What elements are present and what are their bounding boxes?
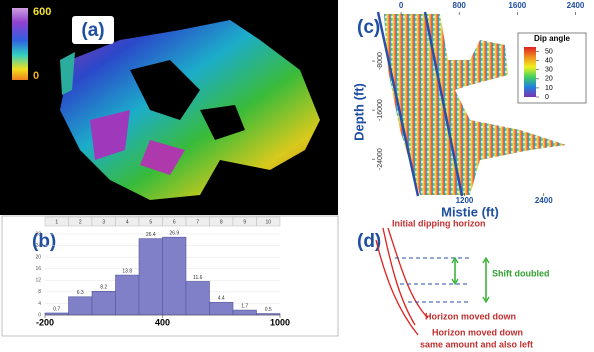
x-tick-label: 800: [453, 1, 467, 10]
colorbar-a: [12, 8, 28, 80]
column-header: 8: [220, 219, 223, 225]
value-label: 8.2: [100, 285, 107, 291]
bar: [210, 302, 234, 315]
horizon-curve: [383, 228, 415, 325]
colorbar-tick-label: 20: [545, 76, 553, 83]
x-tick-label: 0: [399, 1, 404, 10]
colorbar-tick-label: 30: [545, 67, 553, 74]
y-tick-label: 24: [35, 243, 41, 249]
x2-tick-label: 1200: [456, 196, 474, 205]
y-tick-label: 12: [35, 278, 41, 284]
annotation: Shift doubled: [492, 268, 550, 278]
value-label: 13.8: [122, 268, 132, 274]
colorbar-label: 0: [33, 70, 39, 82]
column-header: 7: [196, 219, 199, 225]
y-tick-label: 16: [35, 266, 41, 272]
colorbar-tick-label: 10: [545, 85, 553, 92]
column-header: 2: [79, 219, 82, 225]
bar: [45, 313, 69, 315]
panel-d: (d) Initial dipping horizon Shift double…: [357, 218, 550, 349]
y-axis-title: Depth (ft): [351, 83, 366, 141]
y-tick-label: 28: [35, 231, 41, 237]
column-header: 3: [102, 219, 105, 225]
x-tick-label: 400: [155, 317, 170, 327]
column-header: 4: [126, 219, 129, 225]
value-label: 1.7: [241, 303, 248, 309]
value-label: 0.5: [265, 307, 272, 313]
panel-label: (c): [357, 17, 380, 38]
y-tick-label: -8000: [377, 52, 384, 70]
y-tick-label: 8: [38, 289, 41, 295]
colorbar-title: Dip angle: [534, 34, 571, 43]
x2-tick-label: 2400: [535, 196, 553, 205]
value-label: 6.3: [77, 290, 84, 296]
colorbar-tick-label: 50: [545, 48, 553, 55]
panel-label: (d): [357, 231, 381, 252]
figure: (a) 600 0 (b) (c) Dip angle Depth (ft) M…: [0, 0, 594, 352]
value-label: 0.7: [53, 306, 60, 312]
annotation: same amount and also left: [420, 339, 533, 349]
colorbar-tick-label: 0: [545, 94, 549, 101]
x-axis-title: Mistie (ft): [441, 204, 499, 219]
column-header: 9: [243, 219, 246, 225]
colorbar: [524, 47, 536, 97]
column-header: 1: [55, 219, 58, 225]
column-header: 5: [149, 219, 152, 225]
x-tick-label: -200: [36, 317, 54, 327]
y-tick-label: -24000: [377, 148, 384, 170]
bar: [69, 297, 93, 315]
bar: [163, 237, 187, 315]
x-tick-label: 1000: [270, 317, 290, 327]
value-label: 26.4: [146, 232, 156, 238]
column-header: 10: [265, 219, 271, 225]
y-tick-label: 20: [35, 254, 41, 260]
bar: [116, 275, 140, 315]
value-label: 11.6: [193, 275, 203, 281]
x-tick-label: 2400: [567, 1, 585, 10]
y-tick-label: 4: [38, 301, 41, 307]
colorbar-label: 600: [33, 6, 51, 18]
bar: [186, 281, 210, 315]
y-tick-label: -16000: [377, 99, 384, 121]
value-label: 26.9: [169, 231, 179, 237]
annotation: Horizon moved down: [425, 311, 516, 321]
x-tick-label: 1600: [508, 1, 526, 10]
bar: [233, 310, 257, 315]
arrow-heads: [452, 258, 489, 302]
panel-label: (a): [81, 20, 104, 41]
colorbar-tick-label: 40: [545, 57, 553, 64]
column-header: 6: [173, 219, 176, 225]
bar: [139, 239, 163, 315]
panel-c: (c) Dip angle Depth (ft) Mistie (ft): [351, 12, 586, 219]
bar: [92, 291, 116, 315]
panel-a: (a) 600 0: [0, 0, 338, 215]
annotation: Initial dipping horizon: [392, 218, 486, 228]
value-label: 4.4: [218, 296, 225, 302]
annotation: Horizon moved down: [432, 327, 523, 337]
